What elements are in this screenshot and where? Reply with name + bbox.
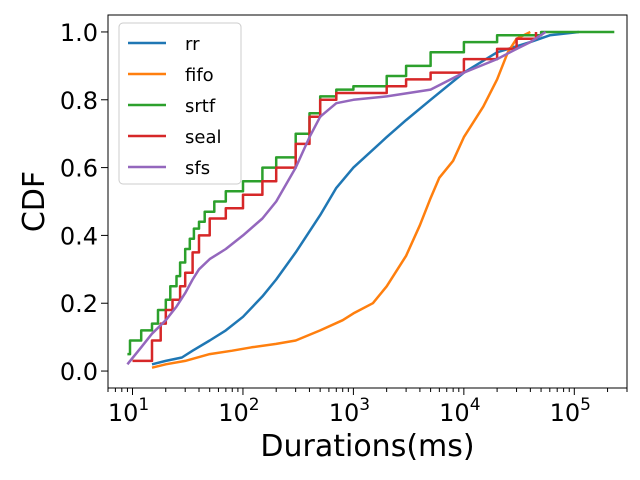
y-tick-label: 0.8	[60, 87, 98, 115]
y-tick-label: 0.6	[60, 155, 98, 183]
legend-label-rr: rr	[185, 34, 200, 55]
x-tick-label: 103	[329, 395, 370, 427]
x-axis: 101 102 103 104 105	[107, 388, 628, 427]
series-line-seal	[132, 32, 538, 363]
y-tick-label: 0.2	[60, 290, 98, 318]
series-layer	[126, 30, 615, 369]
y-tick-label: 1.0	[60, 19, 98, 47]
x-axis-title: Durations(ms)	[260, 429, 474, 464]
x-tick-label: 105	[550, 395, 591, 427]
legend-label-srtf: srtf	[185, 96, 216, 117]
x-tick-label: 104	[439, 395, 480, 427]
legend: rr fifo srtf seal sfs	[118, 22, 242, 185]
plot-frame	[107, 14, 628, 389]
y-axis: 0.0 0.2 0.4 0.6 0.8 1.0	[60, 19, 108, 386]
y-tick-label: 0.0	[60, 358, 98, 386]
legend-box	[118, 22, 242, 185]
legend-label-fifo: fifo	[185, 65, 214, 86]
legend-label-seal: seal	[185, 127, 221, 148]
series-line-sfs	[126, 30, 547, 366]
series-line-srtf	[127, 30, 615, 356]
x-tick-label: 101	[108, 395, 149, 427]
series-line-fifo	[151, 30, 531, 369]
x-tick-label: 102	[218, 395, 259, 427]
y-axis-title: CDF	[17, 171, 52, 232]
y-tick-label: 0.4	[60, 222, 98, 250]
legend-label-sfs: sfs	[185, 158, 210, 179]
